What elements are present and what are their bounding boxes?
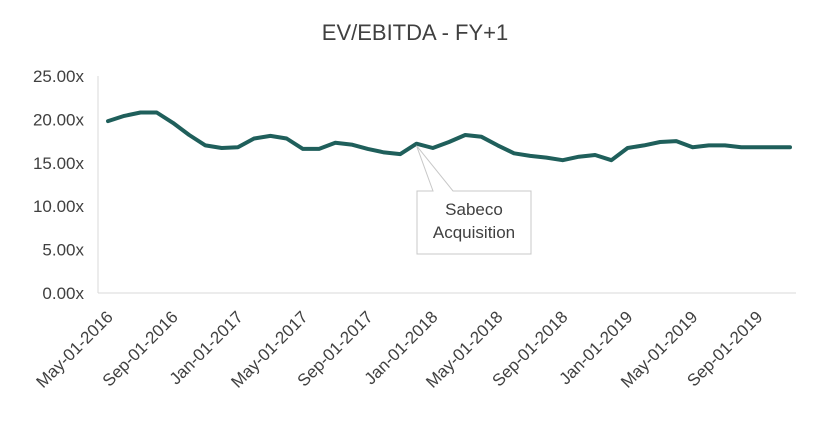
series-line (106, 110, 792, 163)
y-tick-label: 15.00x (33, 154, 85, 173)
annotation-text: Sabeco (445, 200, 503, 219)
y-tick-label: 20.00x (33, 110, 85, 129)
annotation-callout (416, 145, 532, 255)
chart-title: EV/EBITDA - FY+1 (321, 20, 509, 45)
y-tick-label: 10.00x (33, 197, 85, 216)
y-tick-label: 5.00x (42, 241, 84, 260)
y-tick-label: 25.00x (33, 67, 85, 86)
annotation-text: Acquisition (433, 223, 515, 242)
y-tick-label: 0.00x (42, 284, 84, 303)
